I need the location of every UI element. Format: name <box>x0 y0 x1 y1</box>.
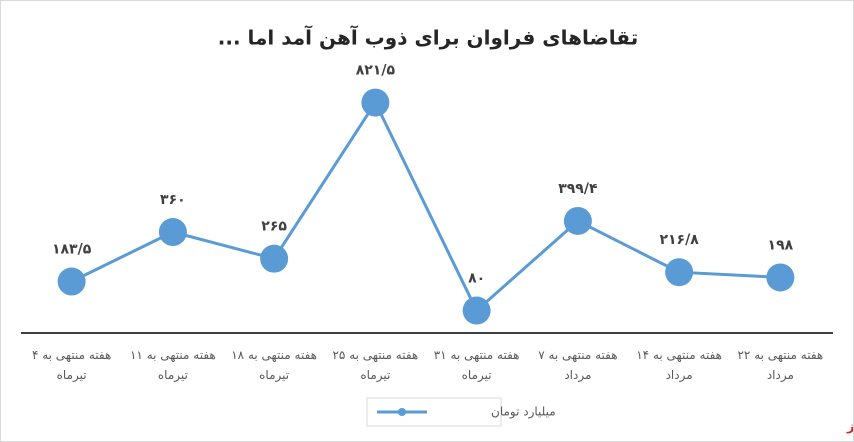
data-label: ۲۱۶/۸ <box>659 232 699 248</box>
marker <box>665 258 694 287</box>
line <box>70 99 781 313</box>
data-label: ۸۲۱/۵ <box>356 63 396 79</box>
data-label: ۸۰ <box>468 271 485 287</box>
x-tick-label: هفته منتهی به ۴ تیرماه <box>31 348 112 382</box>
data-label: ۳۶۰ <box>160 192 186 208</box>
legend-box <box>366 397 502 427</box>
data-label: ۳۹۹/۴ <box>558 181 598 197</box>
data-label: ۱۸۳/۵ <box>52 242 92 258</box>
marker <box>563 206 592 235</box>
x-tick-label: هفته منتهی به ۲۲ مرداد <box>737 348 824 382</box>
marker <box>57 267 86 296</box>
legend-marker <box>398 408 406 416</box>
legend-label: میلیارد تومان <box>491 405 556 420</box>
marker <box>260 244 289 273</box>
x-tick-label: هفته منتهی به ۲۵ تیرماه <box>332 348 419 382</box>
data-label: ۱۹۸ <box>768 237 794 253</box>
x-tick-label: هفته منتهی به ۷ مرداد <box>538 348 618 382</box>
marker <box>158 218 187 247</box>
marker <box>766 263 795 292</box>
x-tick-label: هفته منتهی به ۱۱ تیرماه <box>129 348 216 382</box>
data-label: ۲۶۵ <box>261 219 287 235</box>
marker <box>462 296 491 325</box>
marker <box>361 88 390 117</box>
x-tick-label: هفته منتهی به ۱۴ مرداد <box>636 348 722 382</box>
chart-title: تقاضاهای فراوان برای ذوب آهن آمد اما ... <box>218 25 638 50</box>
x-tick-label: هفته منتهی به ۱۸ تیرماه <box>231 348 317 382</box>
x-tick-label: هفته منتهی به ۳۱ تیرماه <box>433 348 520 382</box>
watermark: بورس نیوز <box>846 420 854 435</box>
